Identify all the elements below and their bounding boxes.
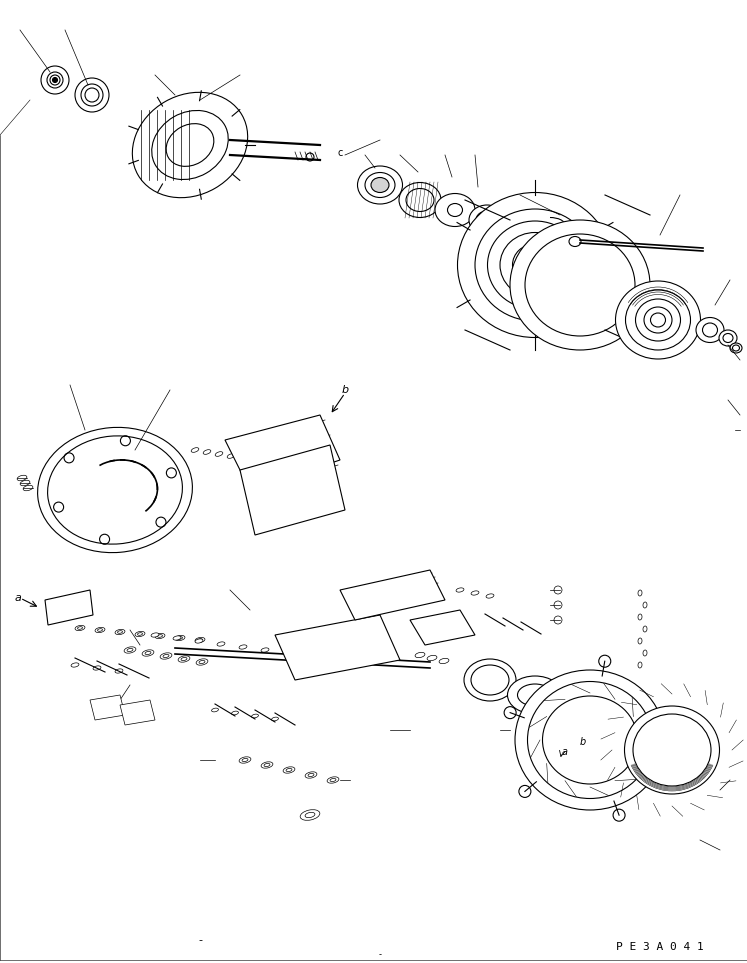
Text: b: b [341, 385, 349, 395]
Text: a: a [562, 747, 568, 757]
Ellipse shape [358, 166, 403, 204]
Ellipse shape [239, 757, 251, 764]
Ellipse shape [142, 650, 154, 656]
Ellipse shape [457, 193, 613, 337]
Ellipse shape [730, 343, 742, 353]
Ellipse shape [75, 625, 85, 631]
Ellipse shape [510, 220, 650, 350]
Ellipse shape [239, 645, 247, 649]
Ellipse shape [178, 656, 190, 663]
Ellipse shape [124, 647, 136, 653]
Ellipse shape [522, 253, 548, 276]
Ellipse shape [283, 767, 295, 773]
Ellipse shape [399, 183, 441, 218]
Ellipse shape [196, 659, 208, 665]
Text: P E 3 A 0 4 1: P E 3 A 0 4 1 [616, 942, 704, 952]
Text: c: c [338, 148, 343, 158]
Polygon shape [225, 415, 340, 490]
Ellipse shape [261, 762, 273, 768]
Ellipse shape [643, 626, 647, 632]
Ellipse shape [643, 650, 647, 656]
Ellipse shape [486, 594, 494, 598]
Ellipse shape [616, 281, 701, 359]
Ellipse shape [195, 638, 203, 643]
Ellipse shape [327, 777, 339, 783]
Ellipse shape [696, 318, 724, 343]
Ellipse shape [371, 177, 389, 193]
Polygon shape [90, 695, 125, 720]
Ellipse shape [95, 627, 105, 633]
Ellipse shape [217, 642, 225, 646]
Ellipse shape [160, 653, 172, 660]
Ellipse shape [638, 614, 642, 620]
Polygon shape [275, 615, 400, 680]
Text: -: - [198, 935, 202, 945]
Ellipse shape [115, 630, 125, 635]
Ellipse shape [305, 771, 317, 778]
Ellipse shape [638, 662, 642, 668]
Polygon shape [240, 445, 345, 535]
Ellipse shape [464, 659, 516, 701]
Ellipse shape [638, 638, 642, 644]
Ellipse shape [469, 205, 505, 235]
Ellipse shape [155, 634, 165, 638]
Ellipse shape [643, 602, 647, 608]
Polygon shape [45, 590, 93, 625]
Ellipse shape [435, 194, 475, 226]
Ellipse shape [719, 330, 737, 346]
Text: -: - [379, 950, 382, 959]
Ellipse shape [515, 670, 665, 810]
Text: a: a [14, 593, 22, 603]
Ellipse shape [75, 78, 109, 112]
Ellipse shape [37, 428, 193, 553]
Text: b: b [580, 737, 586, 747]
Ellipse shape [638, 590, 642, 596]
Ellipse shape [52, 77, 58, 83]
Ellipse shape [151, 633, 159, 638]
Ellipse shape [132, 92, 248, 197]
Polygon shape [340, 570, 445, 620]
Polygon shape [410, 610, 475, 645]
Ellipse shape [439, 659, 449, 664]
Ellipse shape [471, 591, 479, 595]
Ellipse shape [507, 676, 562, 714]
Ellipse shape [41, 66, 69, 94]
Polygon shape [120, 700, 155, 725]
Ellipse shape [651, 313, 666, 327]
Ellipse shape [624, 706, 719, 794]
Ellipse shape [261, 648, 269, 652]
Ellipse shape [173, 636, 181, 640]
Ellipse shape [456, 587, 464, 592]
Ellipse shape [415, 652, 425, 658]
Ellipse shape [135, 632, 145, 637]
Ellipse shape [195, 638, 205, 642]
Ellipse shape [427, 656, 437, 661]
Ellipse shape [300, 810, 320, 820]
Ellipse shape [175, 636, 185, 640]
